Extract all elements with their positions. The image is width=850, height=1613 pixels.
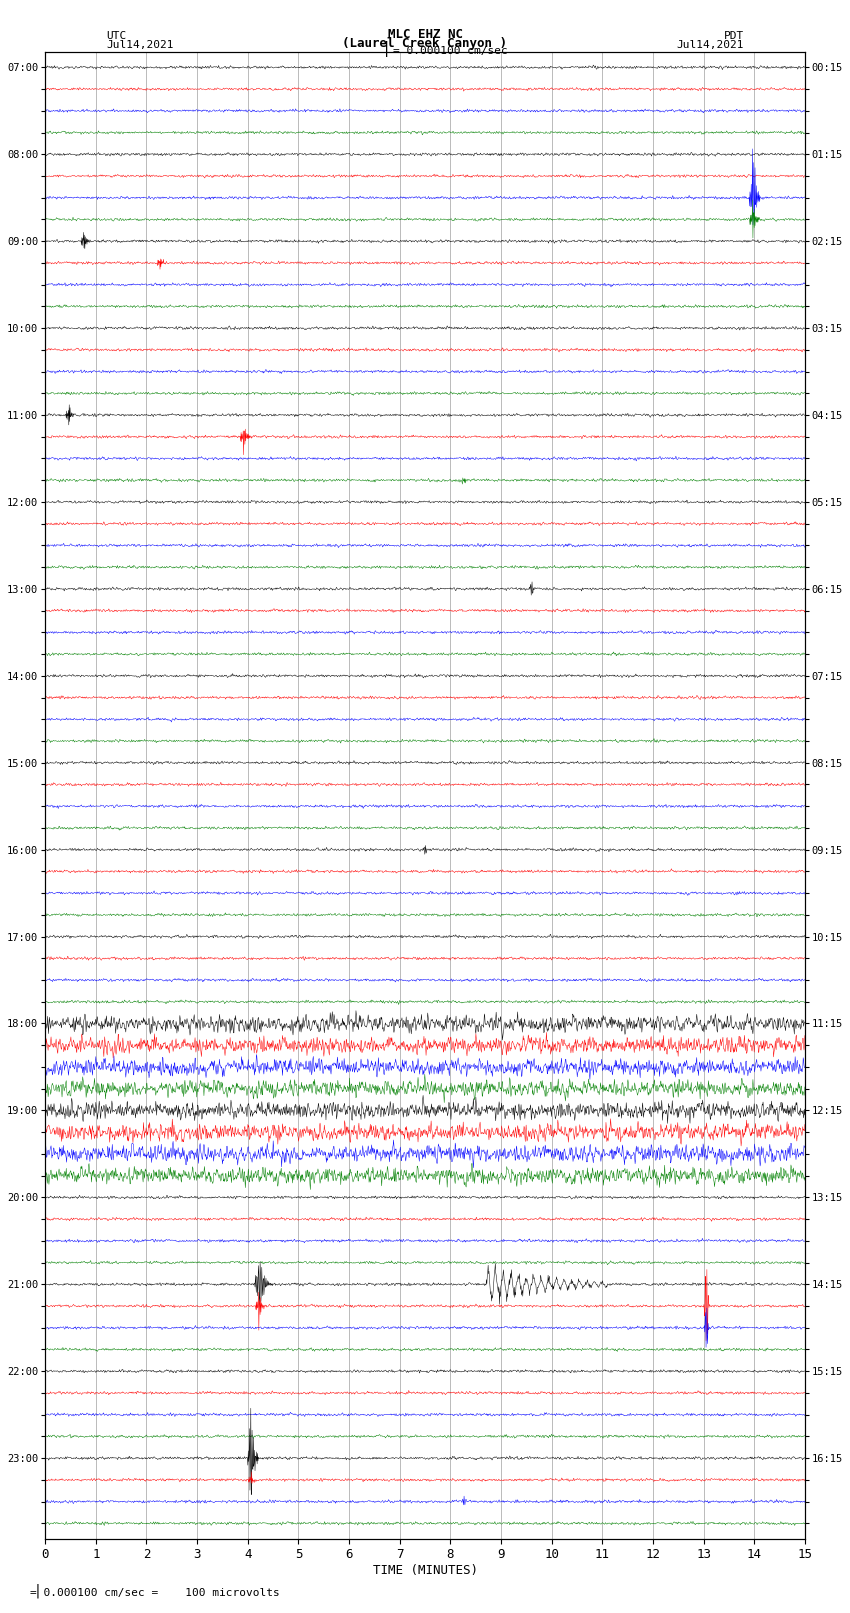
Text: |: |	[382, 42, 391, 58]
X-axis label: TIME (MINUTES): TIME (MINUTES)	[372, 1565, 478, 1578]
Text: = 0.000100 cm/sec: = 0.000100 cm/sec	[393, 45, 507, 56]
Text: Jul14,2021: Jul14,2021	[106, 40, 173, 50]
Text: (Laurel Creek Canyon ): (Laurel Creek Canyon )	[343, 37, 507, 50]
Text: UTC: UTC	[106, 31, 127, 40]
Text: Jul14,2021: Jul14,2021	[677, 40, 744, 50]
Text: PDT: PDT	[723, 31, 744, 40]
Text: |: |	[17, 1584, 42, 1598]
Text: MLC EHZ NC: MLC EHZ NC	[388, 27, 462, 40]
Text: = 0.000100 cm/sec =    100 microvolts: = 0.000100 cm/sec = 100 microvolts	[30, 1589, 280, 1598]
